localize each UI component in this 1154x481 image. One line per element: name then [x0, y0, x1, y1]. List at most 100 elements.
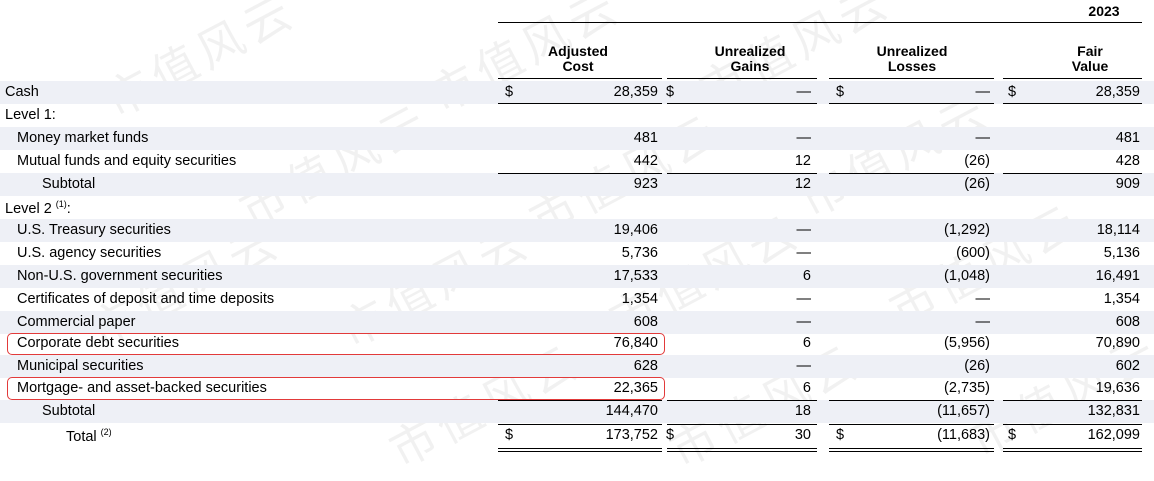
header-adjusted-cost: Adjusted Cost [528, 44, 628, 74]
total-label: Total (2) [66, 427, 112, 445]
unrealized-losses-cell: (11,657) [937, 403, 990, 419]
year-rule [498, 22, 1142, 23]
unrealized-losses-cell: — [975, 130, 991, 146]
unrealized-gains-cell: 6 [802, 380, 811, 396]
unrealized-losses-cell: (2,735) [944, 380, 990, 396]
sum-rule [498, 400, 662, 401]
sum-rule [667, 424, 817, 425]
fair-value-cell: 1,354 [1103, 291, 1140, 307]
currency-symbol: $ [666, 427, 675, 443]
fair-value-cell: 602 [1115, 358, 1140, 374]
fair-value-cell: 132,831 [1087, 403, 1140, 419]
row-label: Municipal securities [17, 358, 144, 374]
fair-value-cell: 70,890 [1095, 335, 1140, 351]
sum-rule [829, 103, 994, 104]
sum-rule [1003, 424, 1142, 425]
fair-value-cell: 608 [1115, 314, 1140, 330]
unrealized-losses-cell: (26) [964, 153, 990, 169]
currency-symbol: $ [505, 427, 514, 443]
unrealized-gains-cell: — [796, 222, 812, 238]
total-double-rule [498, 448, 662, 452]
row-label: U.S. Treasury securities [17, 222, 171, 238]
table-row: Level 2 (1): [0, 196, 1154, 219]
adjusted-cost-cell: 28,359 [613, 84, 658, 100]
unrealized-losses-cell: — [975, 314, 991, 330]
header-rule [498, 78, 662, 79]
unrealized-gains-cell: — [796, 84, 812, 100]
adjusted-cost-cell: 923 [633, 176, 658, 192]
adjusted-cost-cell: 173,752 [605, 427, 658, 443]
fair-value-cell: 5,136 [1103, 245, 1140, 261]
table-row: Subtotal 923 12 (26) 909 [0, 173, 1154, 196]
header-line: Unrealized [876, 43, 948, 59]
header-line: Cost [562, 58, 594, 74]
row-label: Commercial paper [17, 314, 136, 330]
row-label: Cash [5, 84, 39, 100]
highlight-corporate-debt [7, 333, 665, 355]
adjusted-cost-cell: 5,736 [621, 245, 658, 261]
sum-rule [498, 103, 662, 104]
adjusted-cost-cell: 144,470 [605, 403, 658, 419]
year-header: 2023 [1088, 3, 1120, 19]
adjusted-cost-cell: 17,533 [613, 268, 658, 284]
header-line: Fair [1077, 43, 1103, 59]
table-row: Cash $ 28,359 $ — $ — $ 28,359 [0, 81, 1154, 104]
currency-symbol: $ [1008, 427, 1017, 443]
row-label: Corporate debt securities [17, 335, 179, 351]
fair-value-cell: 909 [1115, 176, 1140, 192]
header-line: Value [1071, 58, 1109, 74]
header-line: Adjusted [548, 43, 608, 59]
currency-symbol: $ [505, 84, 514, 100]
unrealized-losses-cell: — [975, 84, 991, 100]
adjusted-cost-cell: 628 [633, 358, 658, 374]
row-label: Money market funds [17, 130, 149, 146]
sum-rule [1003, 103, 1142, 104]
currency-symbol: $ [1008, 84, 1017, 100]
adjusted-cost-cell: 19,406 [613, 222, 658, 238]
footnote-marker: (2) [100, 427, 112, 437]
subtotal-label: Subtotal [42, 176, 96, 192]
header-rule [829, 78, 994, 79]
adjusted-cost-cell: 481 [633, 130, 658, 146]
unrealized-gains-cell: — [796, 245, 812, 261]
section-label: Level 2 (1): [5, 199, 71, 217]
table-row: Corporate debt securities 76,840 6 (5,95… [0, 332, 1154, 355]
sum-rule [1003, 173, 1142, 174]
sum-rule [667, 400, 817, 401]
header-line: Gains [730, 58, 770, 74]
header-line: Losses [887, 58, 937, 74]
header-line: Unrealized [714, 43, 786, 59]
table-row: Total (2) $ 173,752 $ 30 $ (11,683) $ 16… [0, 424, 1154, 447]
table-row: Money market funds 481 — — 481 [0, 127, 1154, 150]
unrealized-losses-cell: (26) [964, 358, 990, 374]
sum-rule [829, 424, 994, 425]
header-unrealized-gains: Unrealized Gains [690, 44, 810, 74]
unrealized-losses-cell: (1,048) [944, 268, 990, 284]
sum-rule [498, 424, 662, 425]
total-label-text: Total [66, 428, 97, 445]
unrealized-losses-cell: (600) [956, 245, 990, 261]
sum-rule [498, 173, 662, 174]
section-label: Level 1: [5, 107, 56, 123]
adjusted-cost-cell: 22,365 [613, 380, 658, 396]
unrealized-gains-cell: — [796, 291, 812, 307]
table-row: U.S. agency securities 5,736 — (600) 5,1… [0, 242, 1154, 265]
unrealized-gains-cell: — [796, 130, 812, 146]
fair-value-cell: 16,491 [1095, 268, 1140, 284]
unrealized-gains-cell: 12 [794, 153, 811, 169]
unrealized-losses-cell: (5,956) [944, 335, 990, 351]
adjusted-cost-cell: 442 [633, 153, 658, 169]
row-label: Certificates of deposit and time deposit… [17, 291, 275, 307]
unrealized-losses-cell: (11,683) [937, 427, 990, 443]
sum-rule [667, 173, 817, 174]
currency-symbol: $ [836, 427, 845, 443]
fair-value-cell: 19,636 [1095, 380, 1140, 396]
sum-rule [829, 173, 994, 174]
fair-value-cell: 428 [1115, 153, 1140, 169]
sum-rule [667, 103, 817, 104]
header-fair-value: Fair Value [1040, 44, 1140, 74]
unrealized-gains-cell: — [796, 358, 812, 374]
total-double-rule [1003, 448, 1142, 452]
row-label: Mutual funds and equity securities [17, 153, 237, 169]
